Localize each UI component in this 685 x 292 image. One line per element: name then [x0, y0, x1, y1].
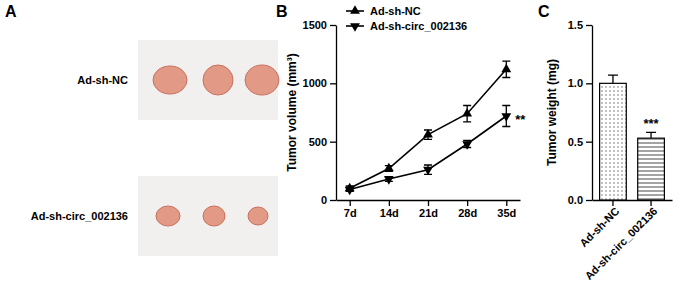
- annotation: ***: [643, 116, 659, 131]
- tick-mark: [586, 25, 592, 26]
- x-axis: 7d 14d 21d 28d 35d: [337, 200, 521, 219]
- tick-label: 35d: [497, 207, 516, 219]
- marker: [501, 64, 511, 73]
- marker: [462, 141, 472, 150]
- tick: 35d: [497, 200, 516, 219]
- bar: [600, 83, 627, 200]
- axis-title: Tumor weight (mg): [545, 59, 559, 166]
- tick-mark: [506, 200, 507, 206]
- tick: 0.0: [568, 194, 592, 206]
- tick: 1.5: [568, 19, 592, 31]
- marker: [423, 129, 433, 138]
- tick-mark: [330, 25, 336, 26]
- tick: 1.0: [568, 77, 592, 89]
- tick: 500: [309, 136, 336, 148]
- tick-mark: [330, 200, 336, 201]
- tick: 21d: [419, 200, 438, 219]
- panel-label: B: [276, 3, 288, 20]
- axis-line: [336, 26, 337, 201]
- tick-label: 0.5: [568, 136, 583, 148]
- tick-label: 28d: [458, 207, 477, 219]
- legend-entry: Ad-sh-circ_002136: [346, 20, 467, 32]
- tick-mark: [330, 83, 336, 84]
- tumor: [245, 65, 279, 95]
- marker: [345, 187, 355, 196]
- tick-mark: [389, 200, 390, 206]
- tick-mark: [586, 142, 592, 143]
- photo: [138, 40, 279, 256]
- tick-label: 7d: [344, 207, 357, 219]
- tumor: [153, 66, 187, 94]
- marker: [462, 108, 472, 117]
- legend-marker: [350, 5, 360, 14]
- tick: 7d: [344, 200, 357, 219]
- marker: [501, 113, 511, 122]
- tumor: [203, 65, 233, 95]
- series-line: [350, 69, 507, 188]
- legend-marker: [350, 23, 360, 32]
- tick-mark: [330, 142, 336, 143]
- tick-label: 1500: [303, 19, 327, 31]
- legend-label: Ad-sh-NC: [370, 5, 421, 17]
- tick: 28d: [458, 200, 477, 219]
- legend-entry: Ad-sh-NC: [346, 5, 421, 17]
- tick-label: 21d: [419, 207, 438, 219]
- annotation: **: [515, 112, 526, 127]
- tick-mark: [350, 200, 351, 206]
- figure: AAd-sh-NCAd-sh-circ_0021360500100015007d…: [0, 0, 685, 292]
- y-axis: 0.0 0.5 1.0 1.5: [568, 19, 593, 206]
- tumor: [248, 207, 268, 225]
- error-bar: [608, 75, 618, 83]
- panel-c: 0.0 0.5 1.0 1.5 Ad-sh-NCAd-sh-circ_002136 ***: [568, 19, 673, 282]
- series-line: [350, 116, 507, 190]
- tick-label: 1000: [303, 77, 327, 89]
- panel-label: C: [538, 3, 550, 20]
- y-axis: 0 500 1000 1500: [303, 19, 337, 206]
- tick: Ad-sh-circ_002136: [582, 200, 659, 282]
- legend-label: Ad-sh-circ_002136: [370, 20, 467, 32]
- tick-label: 14d: [380, 207, 399, 219]
- error-bar: [463, 106, 471, 122]
- plot-area: [600, 75, 665, 200]
- tick-label: 0.0: [568, 194, 583, 206]
- tumor: [203, 206, 225, 226]
- tick: 0.5: [568, 136, 592, 148]
- axis-line: [593, 200, 673, 201]
- tick-label: 1.5: [568, 19, 583, 31]
- tick-mark: [586, 200, 592, 201]
- tick: 14d: [380, 200, 399, 219]
- tumor: [156, 206, 180, 226]
- tick: 0: [321, 194, 336, 206]
- tick-mark: [586, 83, 592, 84]
- plot-area: [345, 61, 511, 195]
- tick: 1500: [303, 19, 336, 31]
- error-bar: [502, 106, 510, 127]
- marker: [384, 163, 394, 172]
- marker: [384, 176, 394, 185]
- tick-label: 500: [309, 136, 327, 148]
- tick-label: 0: [321, 194, 327, 206]
- legend: Ad-sh-NC Ad-sh-circ_002136: [346, 5, 467, 32]
- tick-label: Ad-sh-circ_002136: [582, 205, 659, 282]
- marker: [423, 167, 433, 176]
- panel-label: A: [5, 3, 17, 20]
- bar: [638, 138, 665, 200]
- group-label: Ad-sh-circ_002136: [31, 210, 128, 222]
- tick-label: 1.0: [568, 77, 583, 89]
- axis-line: [592, 26, 593, 201]
- group-label: Ad-sh-NC: [77, 74, 128, 86]
- error-bar: [646, 132, 656, 138]
- error-bar: [502, 61, 510, 77]
- tick: 1000: [303, 77, 336, 89]
- photo-background: [138, 40, 278, 120]
- axis-title: Tumor volume (mm³): [285, 53, 299, 171]
- tick-mark: [428, 200, 429, 206]
- tick-mark: [467, 200, 468, 206]
- x-axis: Ad-sh-NCAd-sh-circ_002136: [577, 200, 672, 282]
- panel-b: 0500100015007d14d21d28d35dAd-sh-NCAd-sh-…: [303, 5, 527, 219]
- photo-background: [138, 176, 278, 256]
